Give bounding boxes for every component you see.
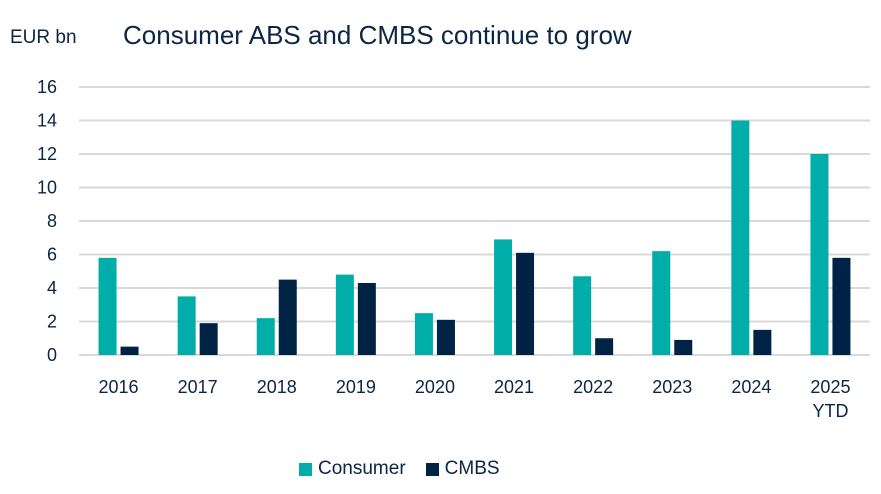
legend-item-consumer[interactable]: Consumer	[299, 458, 406, 480]
x-tick-label: 2017	[178, 377, 218, 397]
legend-swatch-consumer	[299, 462, 312, 476]
bar-consumer-2022	[573, 276, 592, 355]
bar-consumer-2021	[494, 239, 513, 355]
bar-cmbs-2020	[436, 319, 455, 355]
y-tick-label: 6	[47, 245, 57, 265]
bar-consumer-2024	[731, 120, 750, 355]
y-tick-label: 2	[47, 312, 57, 332]
bar-cmbs-2017	[199, 323, 218, 355]
bar-consumer-2016	[98, 257, 117, 355]
bar-cmbs-2021	[516, 252, 535, 355]
bar-cmbs-2018	[278, 279, 297, 355]
y-tick-label: 12	[37, 144, 57, 164]
y-axis-unit-label: EUR bn	[10, 27, 77, 48]
bar-consumer-2017	[177, 296, 196, 355]
x-tick-label: 2021	[494, 377, 534, 397]
bar-consumer-2020	[414, 313, 433, 355]
gridlines	[79, 86, 870, 356]
x-tick-label: 2022	[573, 377, 613, 397]
x-tick-label: 2024	[731, 377, 771, 397]
y-tick-label: 4	[47, 278, 57, 298]
y-tick-label: 14	[37, 111, 57, 131]
legend: Consumer CMBS	[299, 458, 520, 480]
x-tick-label: 2018	[257, 377, 297, 397]
chart-title: Consumer ABS and CMBS continue to grow	[123, 20, 632, 50]
legend-item-cmbs[interactable]: CMBS	[425, 458, 500, 480]
bar-consumer-2023	[652, 251, 671, 355]
bar-consumer-2025-ytd	[810, 154, 829, 355]
y-axis-ticks: 0 2 4 6 8 10 12 14 16	[37, 77, 57, 365]
y-tick-label: 0	[47, 345, 57, 365]
x-tick-label: 2023	[652, 377, 692, 397]
bar-consumer-2019	[335, 274, 354, 355]
bar-cmbs-2022	[595, 338, 614, 355]
x-tick-label: 2016	[99, 377, 139, 397]
bar-consumer-2018	[256, 318, 275, 355]
bars	[98, 120, 851, 355]
y-tick-label: 16	[37, 77, 57, 97]
bar-cmbs-2025-ytd	[832, 257, 851, 355]
x-tick-label: 2025 YTD	[810, 377, 850, 421]
bar-cmbs-2016	[120, 346, 139, 355]
y-tick-label: 10	[37, 178, 57, 198]
bar-cmbs-2019	[357, 282, 376, 355]
x-tick-label: 2020	[415, 377, 455, 397]
bar-cmbs-2024	[753, 329, 772, 355]
bar-cmbs-2023	[674, 339, 693, 355]
x-axis-ticks: 2016 2017 2018 2019 2020 2021 2022 2023 2024 2025…	[99, 377, 851, 421]
legend-label-cmbs: CMBS	[444, 458, 500, 479]
legend-swatch-cmbs	[425, 462, 439, 476]
x-tick-label: 2019	[336, 377, 376, 397]
legend-label-consumer: Consumer	[318, 458, 406, 479]
y-tick-label: 8	[47, 211, 57, 231]
